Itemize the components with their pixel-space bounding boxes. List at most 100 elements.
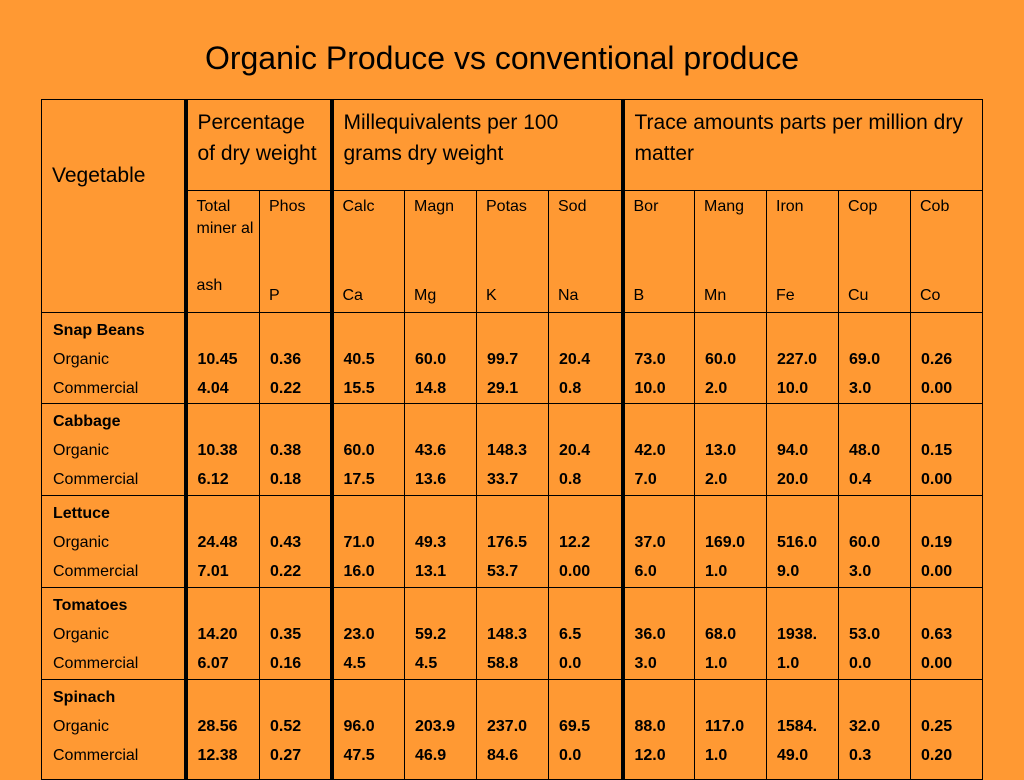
trace-amounts-header: Trace amounts parts per million dry matt… xyxy=(622,99,983,191)
organic-value: 60.0 xyxy=(849,534,881,551)
organic-value: 227.0 xyxy=(777,351,818,368)
column-header-symbol: Mn xyxy=(704,287,727,304)
commercial-value: 0.16 xyxy=(270,655,302,672)
commercial-label: Commercial xyxy=(53,380,139,397)
vegetable-row: Lettuce Organic Commercial 24.48 7.01 0.43 0.2… xyxy=(41,495,983,588)
organic-value: 12.2 xyxy=(559,534,591,551)
value-cell-cu: 48.0 0.4 xyxy=(838,403,911,496)
value-cell-ca: 96.0 47.5 xyxy=(331,679,405,780)
commercial-value: 0.3 xyxy=(849,747,872,764)
value-cell-ash: 24.48 7.01 xyxy=(185,495,260,588)
value-cell-mn: 169.0 1.0 xyxy=(694,495,767,588)
commercial-value: 0.00 xyxy=(921,563,953,580)
commercial-value: 0.22 xyxy=(270,380,302,397)
value-cell-cu: 53.0 0.0 xyxy=(838,587,911,680)
column-header-ash: Total miner al ash xyxy=(185,190,260,313)
value-cell-na: 69.5 0.0 xyxy=(548,679,625,780)
commercial-value: 6.12 xyxy=(197,471,229,488)
commercial-label: Commercial xyxy=(53,655,139,672)
commercial-value: 0.00 xyxy=(921,471,953,488)
commercial-value: 4.5 xyxy=(343,655,366,672)
commercial-value: 33.7 xyxy=(487,471,519,488)
value-cell-co: 0.19 0.00 xyxy=(910,495,983,588)
vegetable-name: Snap Beans xyxy=(53,322,145,339)
commercial-value: 12.38 xyxy=(197,747,238,764)
commercial-value: 13.1 xyxy=(415,563,447,580)
column-header-mn: Mang Mn xyxy=(694,190,767,313)
commercial-value: 0.0 xyxy=(559,747,582,764)
organic-value: 96.0 xyxy=(343,718,375,735)
organic-value: 69.0 xyxy=(849,351,881,368)
value-cell-mg: 203.9 46.9 xyxy=(404,679,477,780)
organic-value: 117.0 xyxy=(705,718,745,735)
column-header-p: Phos P xyxy=(259,190,334,313)
vegetable-row: Spinach Organic Commercial 28.56 12.38 0.52 0.… xyxy=(41,679,983,780)
organic-value: 0.63 xyxy=(921,626,953,643)
commercial-value: 0.00 xyxy=(921,655,953,672)
organic-value: 20.4 xyxy=(559,351,591,368)
produce-table: Vegetable Percentage of dry weight Mille… xyxy=(41,99,983,780)
column-header-name: Phos xyxy=(269,198,306,215)
organic-value: 1584. xyxy=(777,718,818,735)
value-cell-ash: 10.38 6.12 xyxy=(185,403,260,496)
column-header-symbol: Na xyxy=(558,287,579,304)
commercial-value: 2.0 xyxy=(705,380,728,397)
column-header-co: Cob Co xyxy=(910,190,983,313)
commercial-value: 9.0 xyxy=(777,563,800,580)
organic-value: 43.6 xyxy=(415,442,447,459)
commercial-value: 15.5 xyxy=(343,380,375,397)
vegetable-label-cell: Lettuce Organic Commercial xyxy=(41,495,188,588)
commercial-value: 0.8 xyxy=(559,380,582,397)
vegetable-label-cell: Snap Beans Organic Commercial xyxy=(41,312,188,404)
value-cell-ca: 60.0 17.5 xyxy=(331,403,405,496)
column-header-name: Total miner al xyxy=(196,198,254,237)
commercial-value: 7.01 xyxy=(197,563,229,580)
value-cell-ash: 28.56 12.38 xyxy=(185,679,260,780)
commercial-value: 16.0 xyxy=(343,563,375,580)
value-cell-na: 12.2 0.00 xyxy=(548,495,625,588)
organic-value: 37.0 xyxy=(634,534,666,551)
organic-value: 176.5 xyxy=(487,534,528,551)
value-cell-co: 0.25 0.20 xyxy=(910,679,983,780)
value-cell-co: 0.15 0.00 xyxy=(910,403,983,496)
organic-value: 24.48 xyxy=(197,534,238,551)
commercial-value: 0.0 xyxy=(559,655,582,672)
value-cell-b: 37.0 6.0 xyxy=(622,495,695,588)
commercial-value: 0.20 xyxy=(921,747,953,764)
commercial-value: 4.04 xyxy=(197,380,229,397)
organic-value: 0.19 xyxy=(921,534,953,551)
organic-value: 68.0 xyxy=(705,626,737,643)
value-cell-p: 0.38 0.18 xyxy=(259,403,334,496)
column-header-k: Potas K xyxy=(476,190,549,313)
column-header-name: Sod xyxy=(558,198,587,215)
organic-value: 148.3 xyxy=(487,442,528,459)
vegetable-name: Spinach xyxy=(53,689,116,706)
value-cell-ash: 10.45 4.04 xyxy=(185,312,260,404)
column-header-name: Calc xyxy=(342,198,375,215)
organic-value: 0.26 xyxy=(921,351,953,368)
commercial-value: 0.0 xyxy=(849,655,872,672)
organic-label: Organic xyxy=(53,718,110,735)
organic-value: 60.0 xyxy=(415,351,447,368)
organic-value: 36.0 xyxy=(634,626,666,643)
organic-value: 32.0 xyxy=(849,718,881,735)
column-header-name: Cob xyxy=(920,198,950,215)
value-cell-p: 0.35 0.16 xyxy=(259,587,334,680)
commercial-value: 1.0 xyxy=(705,563,728,580)
commercial-value: 0.27 xyxy=(270,747,302,764)
commercial-value: 3.0 xyxy=(849,563,872,580)
organic-value: 20.4 xyxy=(559,442,591,459)
organic-value: 23.0 xyxy=(343,626,375,643)
organic-value: 88.0 xyxy=(634,718,666,735)
column-header-symbol: ash xyxy=(196,277,223,294)
organic-value: 71.0 xyxy=(343,534,375,551)
organic-value: 53.0 xyxy=(849,626,881,643)
organic-value: 0.43 xyxy=(270,534,302,551)
value-cell-fe: 1584. 49.0 xyxy=(766,679,839,780)
organic-value: 94.0 xyxy=(777,442,809,459)
organic-label: Organic xyxy=(53,626,110,643)
value-cell-mn: 13.0 2.0 xyxy=(694,403,767,496)
commercial-value: 17.5 xyxy=(343,471,375,488)
organic-value: 42.0 xyxy=(634,442,666,459)
commercial-value: 1.0 xyxy=(777,655,800,672)
